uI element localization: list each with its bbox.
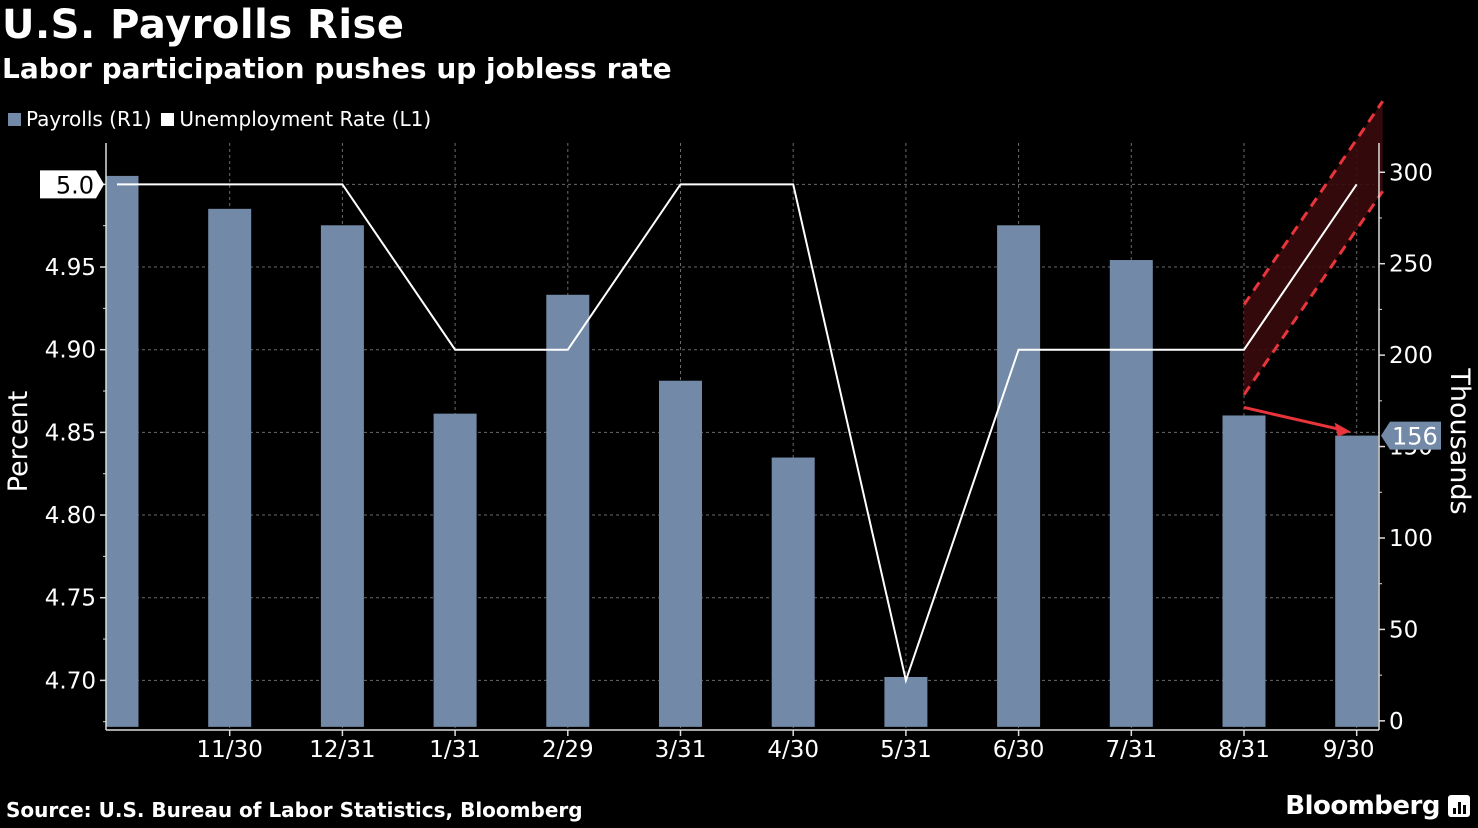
source-note: Source: U.S. Bureau of Labor Statistics,…	[6, 798, 583, 822]
legend-label-unemployment: Unemployment Rate (L1)	[179, 107, 432, 131]
forecast-band-lower	[1242, 190, 1384, 396]
bar-payrolls	[1335, 435, 1379, 727]
bar-payrolls	[997, 225, 1041, 727]
legend: Payrolls (R1) Unemployment Rate (L1)	[8, 107, 431, 131]
y-axis-left-tick-label: 4.85	[45, 420, 96, 446]
last-value-badge-right	[1381, 421, 1441, 450]
brand-name: Bloomberg	[1285, 791, 1440, 821]
y-axis-right-tick-label: 0	[1389, 709, 1404, 735]
brand-logo: Bloomberg	[1285, 791, 1470, 821]
x-axis-tick-label: 2/29	[542, 737, 594, 763]
bar-payrolls	[771, 457, 815, 727]
y-axis-right-tick-label: 300	[1389, 160, 1433, 186]
x-axis-tick-label: 12/31	[309, 737, 375, 763]
bar-payrolls	[546, 294, 590, 727]
x-axis-tick-label: 8/31	[1218, 737, 1270, 763]
y-axis-right-tick-label: 200	[1389, 343, 1433, 369]
x-axis-tick-label: 7/31	[1105, 737, 1157, 763]
y-axis-right-title: Thousands	[1444, 367, 1475, 514]
bar-payrolls	[320, 225, 364, 727]
y-axis-left-tick-label: 4.75	[45, 586, 96, 612]
last-value-label-left: 5.0	[56, 171, 94, 199]
legend-swatch-unemployment	[161, 112, 175, 126]
bar-chart-icon	[1448, 795, 1470, 817]
x-axis-tick-label: 9/30	[1323, 737, 1375, 763]
y-axis-right-tick-label: 250	[1389, 252, 1433, 278]
x-axis-tick-label: 3/31	[655, 737, 707, 763]
bar-payrolls	[106, 175, 139, 727]
legend-label-payrolls: Payrolls (R1)	[26, 107, 152, 131]
chart-subtitle: Labor participation pushes up jobless ra…	[2, 52, 672, 85]
x-axis-tick-label: 11/30	[197, 737, 263, 763]
bar-payrolls	[659, 380, 702, 727]
y-axis-left-tick-label: 4.95	[45, 255, 96, 281]
annotation-arrow-shaft	[1243, 406, 1342, 432]
bar-payrolls	[433, 413, 477, 727]
bar-payrolls	[208, 208, 252, 727]
y-axis-right-tick-label: 100	[1389, 526, 1433, 552]
line-unemployment-rate	[117, 183, 1358, 685]
y-axis-left-title: Percent	[3, 391, 34, 493]
forecast-band-upper	[1242, 100, 1384, 306]
legend-item-unemployment: Unemployment Rate (L1)	[161, 107, 431, 131]
bar-payrolls	[884, 676, 928, 727]
legend-item-payrolls: Payrolls (R1)	[8, 107, 151, 131]
last-value-badge-left	[40, 170, 104, 199]
x-axis-tick-label: 1/31	[429, 737, 481, 763]
bar-payrolls	[1109, 260, 1153, 727]
y-axis-left-tick-label: 4.90	[45, 338, 96, 364]
y-axis-right-tick-label: 50	[1389, 617, 1418, 643]
x-axis-tick-label: 4/30	[767, 737, 819, 763]
bar-payrolls	[1222, 415, 1266, 727]
y-axis-left-tick-label: 4.70	[45, 668, 96, 694]
x-axis-tick-label: 6/30	[993, 737, 1045, 763]
chart-title: U.S. Payrolls Rise	[2, 2, 405, 48]
x-axis-tick-label: 5/31	[880, 737, 932, 763]
last-value-label-right: 156	[1392, 423, 1438, 451]
y-axis-left-tick-label: 4.80	[45, 503, 96, 529]
annotation-arrow-head	[1334, 422, 1351, 437]
legend-swatch-payrolls	[8, 112, 21, 126]
